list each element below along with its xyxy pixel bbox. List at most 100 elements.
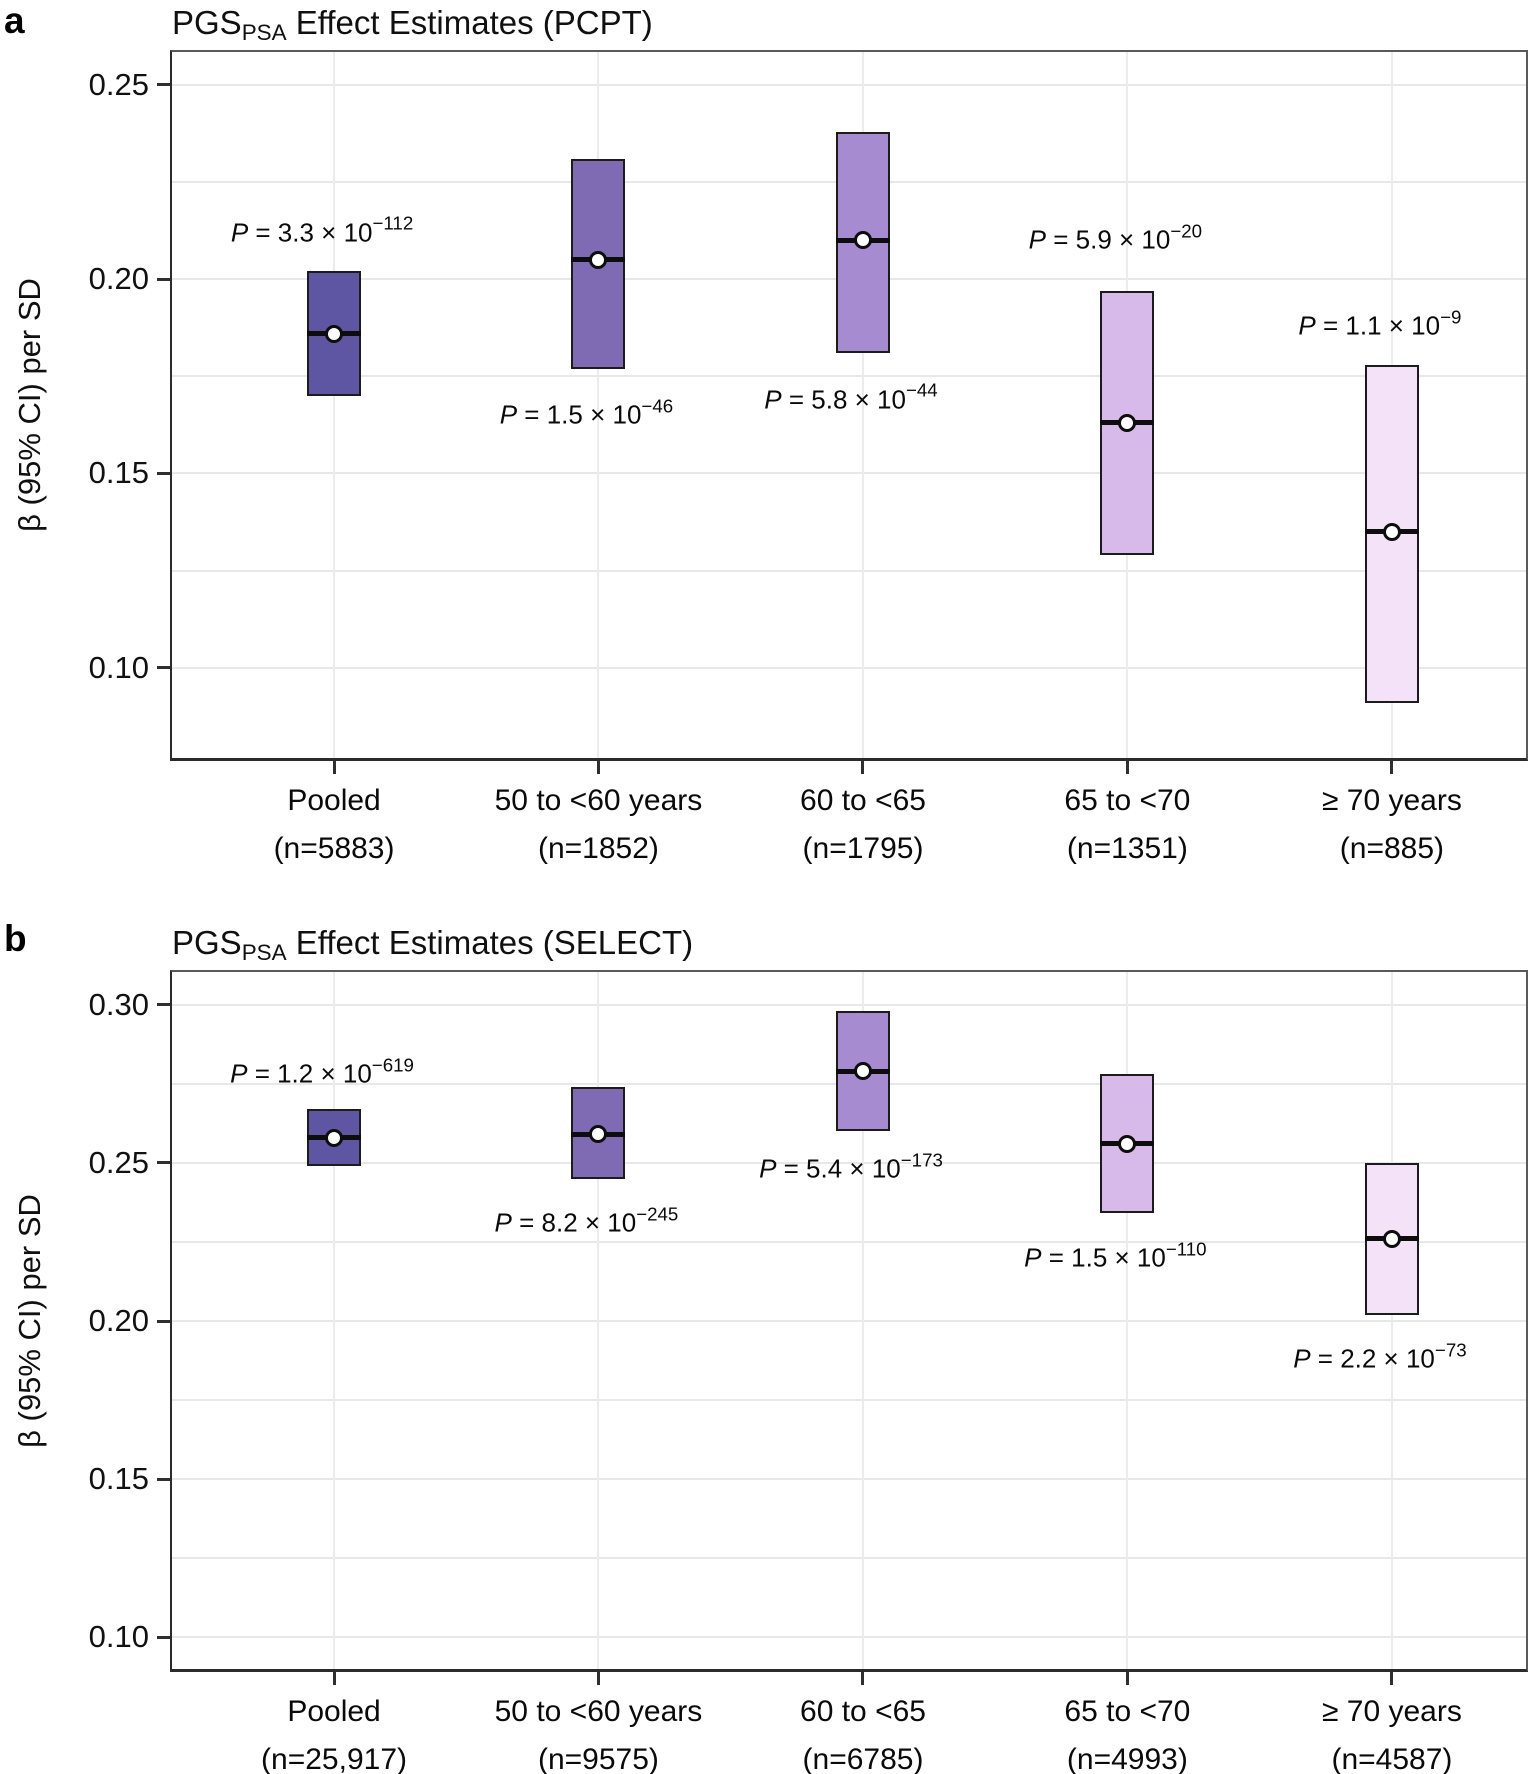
h-gridline bbox=[172, 666, 1526, 669]
p-symbol: P bbox=[1028, 224, 1047, 255]
point-estimate-marker bbox=[325, 1128, 344, 1147]
sample-size-label: (n=9575) bbox=[537, 1743, 659, 1774]
p-value-exponent: −44 bbox=[905, 379, 938, 401]
y-tick-label: 0.20 bbox=[88, 261, 149, 297]
y-tick-label: 0.15 bbox=[88, 455, 149, 491]
p-value-label: P = 1.1 × 10−9 bbox=[1298, 306, 1461, 341]
point-estimate-marker bbox=[853, 231, 872, 250]
y-tick-label: 0.15 bbox=[88, 1461, 149, 1497]
p-value-label: P = 8.2 × 10−245 bbox=[494, 1203, 679, 1238]
panel-title-pre: PGS bbox=[172, 924, 242, 961]
v-gridline bbox=[333, 972, 336, 1669]
panel-letter-a: a bbox=[4, 0, 25, 41]
y-tick-mark bbox=[157, 1161, 170, 1165]
v-gridline bbox=[861, 52, 864, 758]
y-tick-label: 0.20 bbox=[88, 1303, 149, 1338]
p-value-label: P = 5.8 × 10−44 bbox=[764, 380, 937, 415]
p-value-base: = 5.4 × 10 bbox=[776, 1153, 901, 1184]
x-tick-mark bbox=[596, 761, 600, 774]
v-gridline bbox=[333, 52, 336, 758]
p-value-base: = 1.1 × 10 bbox=[1315, 310, 1441, 341]
sample-size-label: (n=1795) bbox=[802, 832, 924, 865]
h-gridline bbox=[172, 1240, 1526, 1243]
x-category-label: ≥ 70 years bbox=[1321, 1695, 1462, 1728]
y-tick-label: 0.10 bbox=[88, 649, 149, 685]
p-value-label: P = 1.5 × 10−110 bbox=[1024, 1238, 1206, 1273]
p-value-exponent: −173 bbox=[900, 1149, 943, 1171]
x-category-label: 60 to <65 bbox=[800, 1695, 926, 1728]
p-value-base: = 5.9 × 10 bbox=[1046, 224, 1171, 255]
h-gridline bbox=[172, 83, 1526, 86]
p-value-exponent: −619 bbox=[371, 1054, 414, 1076]
y-tick-mark bbox=[157, 1635, 170, 1639]
x-category-label: 50 to <60 years bbox=[494, 1695, 703, 1728]
y-axis-title-pcpt: β (95% CI) per SD bbox=[12, 278, 47, 532]
v-gridline bbox=[597, 972, 600, 1669]
panel-title-select: PGSPSA Effect Estimates (SELECT) bbox=[172, 924, 693, 965]
x-tick-mark bbox=[332, 761, 336, 774]
p-value-base: = 5.8 × 10 bbox=[781, 384, 906, 415]
y-tick-label: 0.25 bbox=[88, 1144, 149, 1180]
panel-title-pcpt: PGSPSA Effect Estimates (PCPT) bbox=[172, 4, 653, 45]
p-value-label: P = 1.5 × 10−46 bbox=[500, 395, 673, 431]
y-tick-mark bbox=[157, 1319, 170, 1323]
x-tick-mark bbox=[332, 1672, 336, 1685]
x-category-label: Pooled bbox=[287, 1695, 381, 1728]
p-value-base: = 1.5 × 10 bbox=[1041, 1242, 1166, 1273]
p-value-label: P = 3.3 × 10−112 bbox=[231, 213, 413, 248]
x-tick-mark bbox=[861, 761, 865, 774]
x-category-label: 65 to <70 bbox=[1064, 1695, 1191, 1728]
p-value-exponent: −20 bbox=[1170, 220, 1203, 242]
h-gridline bbox=[172, 472, 1526, 475]
p-symbol: P bbox=[1024, 1242, 1042, 1273]
point-estimate-marker bbox=[1118, 1134, 1137, 1153]
h-gridline bbox=[172, 1636, 1526, 1639]
point-estimate-marker bbox=[325, 324, 344, 343]
p-value-exponent: −73 bbox=[1434, 1339, 1467, 1361]
x-tick-mark bbox=[1390, 761, 1394, 774]
h-gridline bbox=[172, 1557, 1526, 1560]
h-gridline bbox=[172, 569, 1526, 572]
panel-letter-b: b bbox=[4, 918, 27, 959]
p-value-base: = 2.2 × 10 bbox=[1310, 1343, 1435, 1374]
p-symbol: P bbox=[494, 1207, 512, 1238]
x-tick-mark bbox=[1125, 761, 1129, 774]
x-tick-mark bbox=[861, 1672, 865, 1685]
panel-title-subscript: PSA bbox=[241, 939, 287, 965]
x-tick-mark bbox=[596, 1672, 600, 1685]
y-tick-label: 0.10 bbox=[88, 1619, 149, 1655]
point-estimate-marker bbox=[1118, 413, 1137, 432]
p-value-exponent: −9 bbox=[1440, 306, 1462, 328]
sample-size-label: (n=4993) bbox=[1066, 1743, 1188, 1774]
point-estimate-marker bbox=[589, 1125, 608, 1144]
y-tick-mark bbox=[157, 83, 170, 87]
h-gridline bbox=[172, 1003, 1526, 1006]
panel-title-subscript: PSA bbox=[241, 19, 287, 45]
y-tick-mark bbox=[157, 666, 170, 670]
sample-size-label: (n=4587) bbox=[1331, 1743, 1453, 1774]
h-gridline bbox=[172, 1320, 1526, 1322]
x-tick-mark bbox=[1125, 1672, 1129, 1685]
v-gridline bbox=[1390, 972, 1393, 1669]
v-gridline bbox=[1126, 972, 1129, 1669]
p-value-label: P = 2.2 × 10−73 bbox=[1293, 1339, 1466, 1374]
p-value-exponent: −110 bbox=[1165, 1238, 1207, 1260]
y-tick-mark bbox=[157, 1003, 170, 1007]
y-tick-label: 0.25 bbox=[88, 66, 149, 102]
h-gridline bbox=[172, 1478, 1526, 1481]
sample-size-label: (n=1351) bbox=[1066, 832, 1188, 865]
panel-title-pre: PGS bbox=[172, 4, 242, 41]
p-value-base: = 1.2 × 10 bbox=[247, 1058, 372, 1089]
p-value-label: P = 5.4 × 10−173 bbox=[759, 1149, 943, 1185]
sample-size-label: (n=1852) bbox=[537, 832, 659, 865]
p-symbol: P bbox=[759, 1153, 777, 1184]
sample-size-label: (n=6785) bbox=[802, 1743, 924, 1774]
p-value-base: = 8.2 × 10 bbox=[511, 1207, 637, 1238]
point-estimate-marker bbox=[853, 1062, 872, 1081]
v-gridline bbox=[861, 972, 864, 1669]
v-gridline bbox=[597, 52, 600, 758]
x-category-label: 60 to <65 bbox=[800, 784, 926, 817]
x-tick-mark bbox=[1390, 1672, 1394, 1685]
h-gridline bbox=[172, 375, 1526, 378]
